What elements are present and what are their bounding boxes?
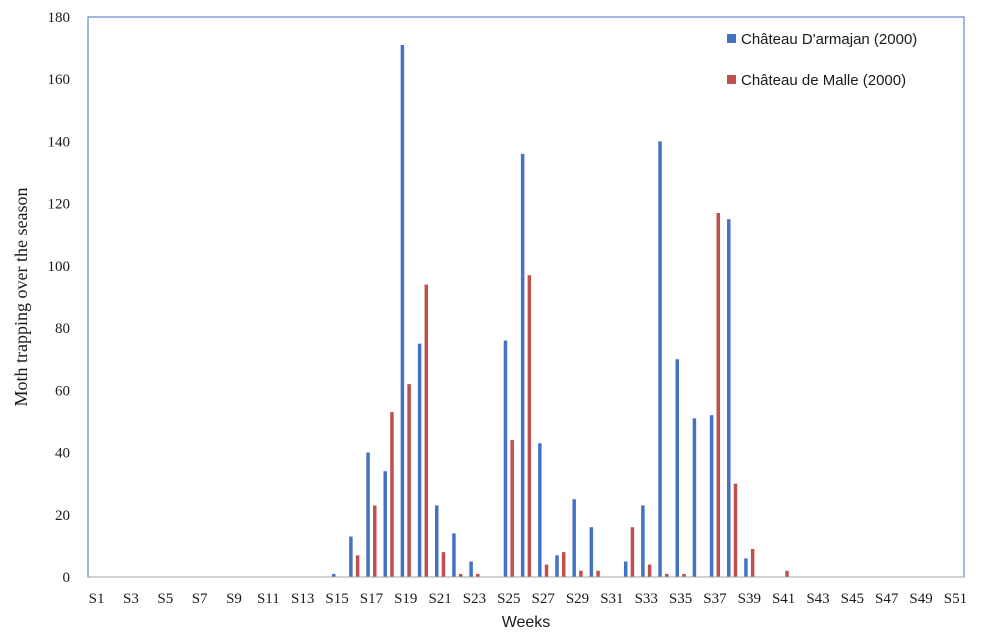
- x-tick-label: S41: [772, 591, 795, 607]
- x-tick-label: S7: [192, 591, 208, 607]
- x-tick-label: S5: [157, 591, 173, 607]
- bar-malle-s39: [750, 549, 755, 577]
- y-tick-label: 60: [55, 383, 70, 399]
- bar-malle-s25: [510, 440, 514, 577]
- bar-malle-s37: [716, 213, 721, 577]
- x-tick-label: S35: [669, 591, 692, 607]
- bar-malle-s35: [682, 573, 686, 577]
- bar-armajan-s33: [641, 505, 645, 577]
- bar-malle-s16: [355, 555, 360, 577]
- x-tick-label: S9: [226, 591, 242, 607]
- bar-armajan-s25: [503, 340, 508, 577]
- bar-armajan-s30: [589, 527, 594, 577]
- x-tick-label: S11: [257, 591, 280, 607]
- x-tick-label: S33: [635, 591, 658, 607]
- bar-malle-s34: [665, 573, 669, 577]
- bar-malle-s23: [476, 573, 480, 577]
- bar-armajan-s39: [744, 558, 748, 577]
- bar-malle-s26: [527, 275, 532, 577]
- bar-armajan-s29: [572, 499, 576, 577]
- bar-armajan-s22: [452, 533, 456, 577]
- y-tick-label: 180: [48, 10, 71, 26]
- bar-armajan-s38: [727, 219, 731, 577]
- x-tick-label: S31: [600, 591, 623, 607]
- legend-swatch-malle: [727, 75, 736, 84]
- bar-armajan-s28: [555, 555, 559, 577]
- x-tick-label: S21: [428, 591, 451, 607]
- bar-armajan-s15: [331, 573, 336, 577]
- x-tick-label: S3: [123, 591, 139, 607]
- y-axis-title: Moth trapping over the season: [11, 188, 31, 407]
- y-tick-label: 140: [48, 134, 71, 150]
- bar-malle-s18: [390, 412, 394, 577]
- bar-armajan-s27: [538, 443, 542, 577]
- y-tick-label: 80: [55, 321, 70, 337]
- x-axis-title: Weeks: [502, 614, 551, 631]
- x-tick-label: S23: [463, 591, 486, 607]
- bar-armajan-s21: [435, 505, 439, 577]
- bar-armajan-s23: [469, 561, 473, 577]
- y-tick-label: 100: [48, 259, 71, 275]
- y-tick-label: 20: [55, 508, 70, 524]
- y-tick-label: 160: [48, 72, 71, 88]
- bar-armajan-s18: [383, 471, 387, 577]
- x-tick-label: S39: [738, 591, 761, 607]
- bar-armajan-s16: [349, 536, 353, 577]
- bar-malle-s22: [458, 573, 463, 577]
- bar-armajan-s37: [709, 415, 714, 577]
- bar-malle-s29: [579, 570, 583, 577]
- bar-armajan-s36: [692, 418, 697, 577]
- bar-armajan-s35: [675, 359, 679, 577]
- plot-area-border: [87, 16, 965, 578]
- bar-malle-s28: [561, 552, 566, 577]
- x-tick-label: S47: [875, 591, 899, 607]
- x-tick-label: S27: [532, 591, 556, 607]
- bar-malle-s27: [544, 564, 549, 577]
- bar-armajan-s26: [520, 153, 525, 577]
- y-tick-label: 0: [63, 570, 71, 586]
- bar-armajan-s19: [400, 45, 405, 577]
- legend: Château D'armajan (2000) Château de Mall…: [727, 31, 917, 89]
- x-tick-label: S13: [291, 591, 314, 607]
- legend-swatch-armajan: [727, 34, 736, 43]
- bar-armajan-s34: [658, 141, 662, 577]
- bar-armajan-s17: [366, 452, 370, 577]
- y-tick-label: 40: [55, 446, 70, 462]
- x-tick-label: S43: [806, 591, 829, 607]
- bar-malle-s32: [630, 527, 635, 577]
- x-tick-label: S45: [841, 591, 864, 607]
- bar-malle-s19: [407, 384, 411, 577]
- y-axis-ticks: 0 20 40 60 80 100 120 140 160 180: [48, 10, 71, 586]
- bar-armajan-s20: [417, 343, 422, 577]
- bar-malle-s38: [733, 483, 738, 577]
- bar-armajan-s32: [623, 561, 628, 577]
- x-tick-label: S19: [394, 591, 417, 607]
- bar-malle-s30: [596, 570, 600, 577]
- x-tick-label: S37: [703, 591, 727, 607]
- x-tick-label: S15: [325, 591, 348, 607]
- x-tick-label: S51: [944, 591, 967, 607]
- bar-malle-s20: [424, 284, 429, 577]
- bars: [331, 45, 789, 577]
- x-tick-label: S49: [909, 591, 932, 607]
- bar-malle-s17: [373, 505, 377, 577]
- legend-label-armajan: Château D'armajan (2000): [741, 31, 917, 48]
- x-tick-label: S17: [360, 591, 384, 607]
- y-tick-label: 120: [48, 197, 71, 213]
- legend-label-malle: Château de Malle (2000): [741, 72, 906, 89]
- bar-malle-s41: [785, 570, 789, 577]
- x-tick-label: S29: [566, 591, 589, 607]
- x-axis-ticks: S1 S3 S5 S7 S9 S11 S13 S15 S17 S19 S21 S23 S25 S27 S29…: [89, 591, 967, 607]
- x-tick-label: S25: [497, 591, 520, 607]
- x-tick-label: S1: [89, 591, 105, 607]
- bar-malle-s33: [647, 564, 652, 577]
- bar-malle-s21: [441, 552, 446, 577]
